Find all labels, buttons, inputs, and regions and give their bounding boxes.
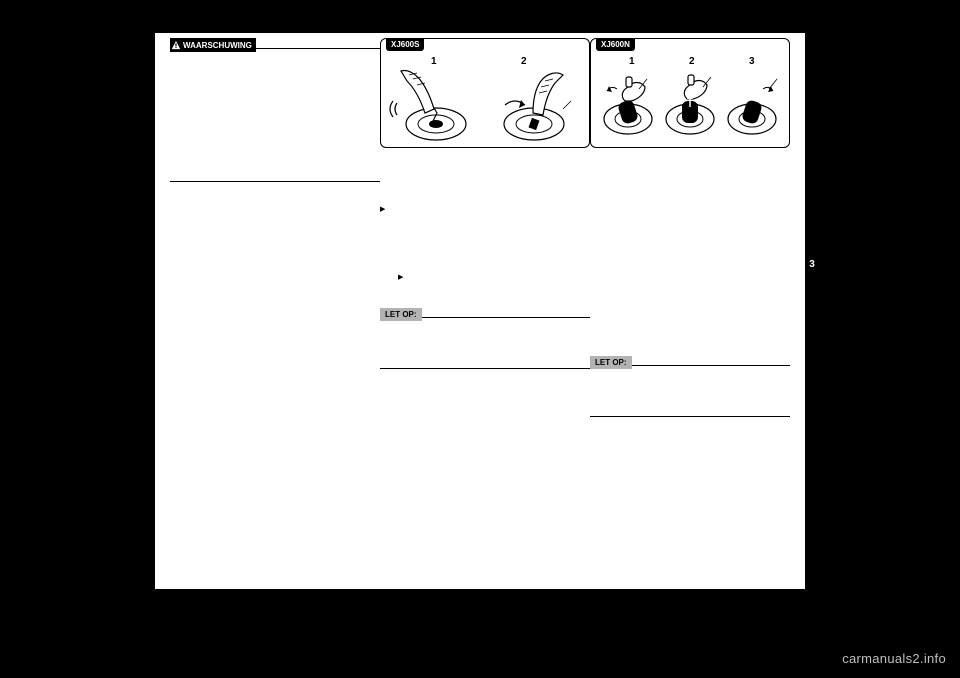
figure-number-2b: 2 bbox=[689, 56, 695, 67]
figure-xj600s-drawing bbox=[381, 67, 590, 145]
letop-rule-2 bbox=[632, 360, 790, 366]
col3-rule bbox=[590, 416, 790, 417]
figure-number-3b: 3 bbox=[749, 56, 755, 67]
warning-badge: WAARSCHUWING bbox=[170, 38, 256, 52]
model-badge-xj600n: XJ600N bbox=[596, 39, 635, 51]
inline-symbol-2: ▶ bbox=[398, 273, 403, 281]
figure-xj600s: XJ600S 1 2 bbox=[380, 38, 590, 148]
letop-col3: LET OP: bbox=[590, 356, 790, 369]
letop-badge-2: LET OP: bbox=[590, 356, 632, 369]
inline-symbol-1: ▶ bbox=[380, 205, 385, 213]
warning-label: WAARSCHUWING bbox=[183, 41, 252, 50]
figure-number-2: 2 bbox=[521, 56, 527, 67]
letop-col2: LET OP: bbox=[380, 308, 590, 321]
warning-banner: WAARSCHUWING bbox=[170, 38, 380, 52]
warning-rule bbox=[256, 42, 380, 49]
model-badge-xj600s: XJ600S bbox=[386, 39, 424, 51]
col2-rule bbox=[380, 368, 590, 369]
section-tab: 3 bbox=[805, 255, 819, 275]
warning-triangle-icon bbox=[171, 40, 181, 50]
manual-page: 3 WAARSCHUWING XJ600S 1 2 bbox=[155, 33, 805, 589]
figure-xj600n-drawing bbox=[591, 67, 790, 145]
col1-rule bbox=[170, 181, 380, 182]
letop-rule bbox=[422, 312, 590, 318]
figure-xj600n: XJ600N 1 2 3 bbox=[590, 38, 790, 148]
figure-number-1: 1 bbox=[431, 56, 437, 67]
letop-badge: LET OP: bbox=[380, 308, 422, 321]
figure-number-1b: 1 bbox=[629, 56, 635, 67]
watermark: carmanuals2.info bbox=[842, 651, 946, 666]
